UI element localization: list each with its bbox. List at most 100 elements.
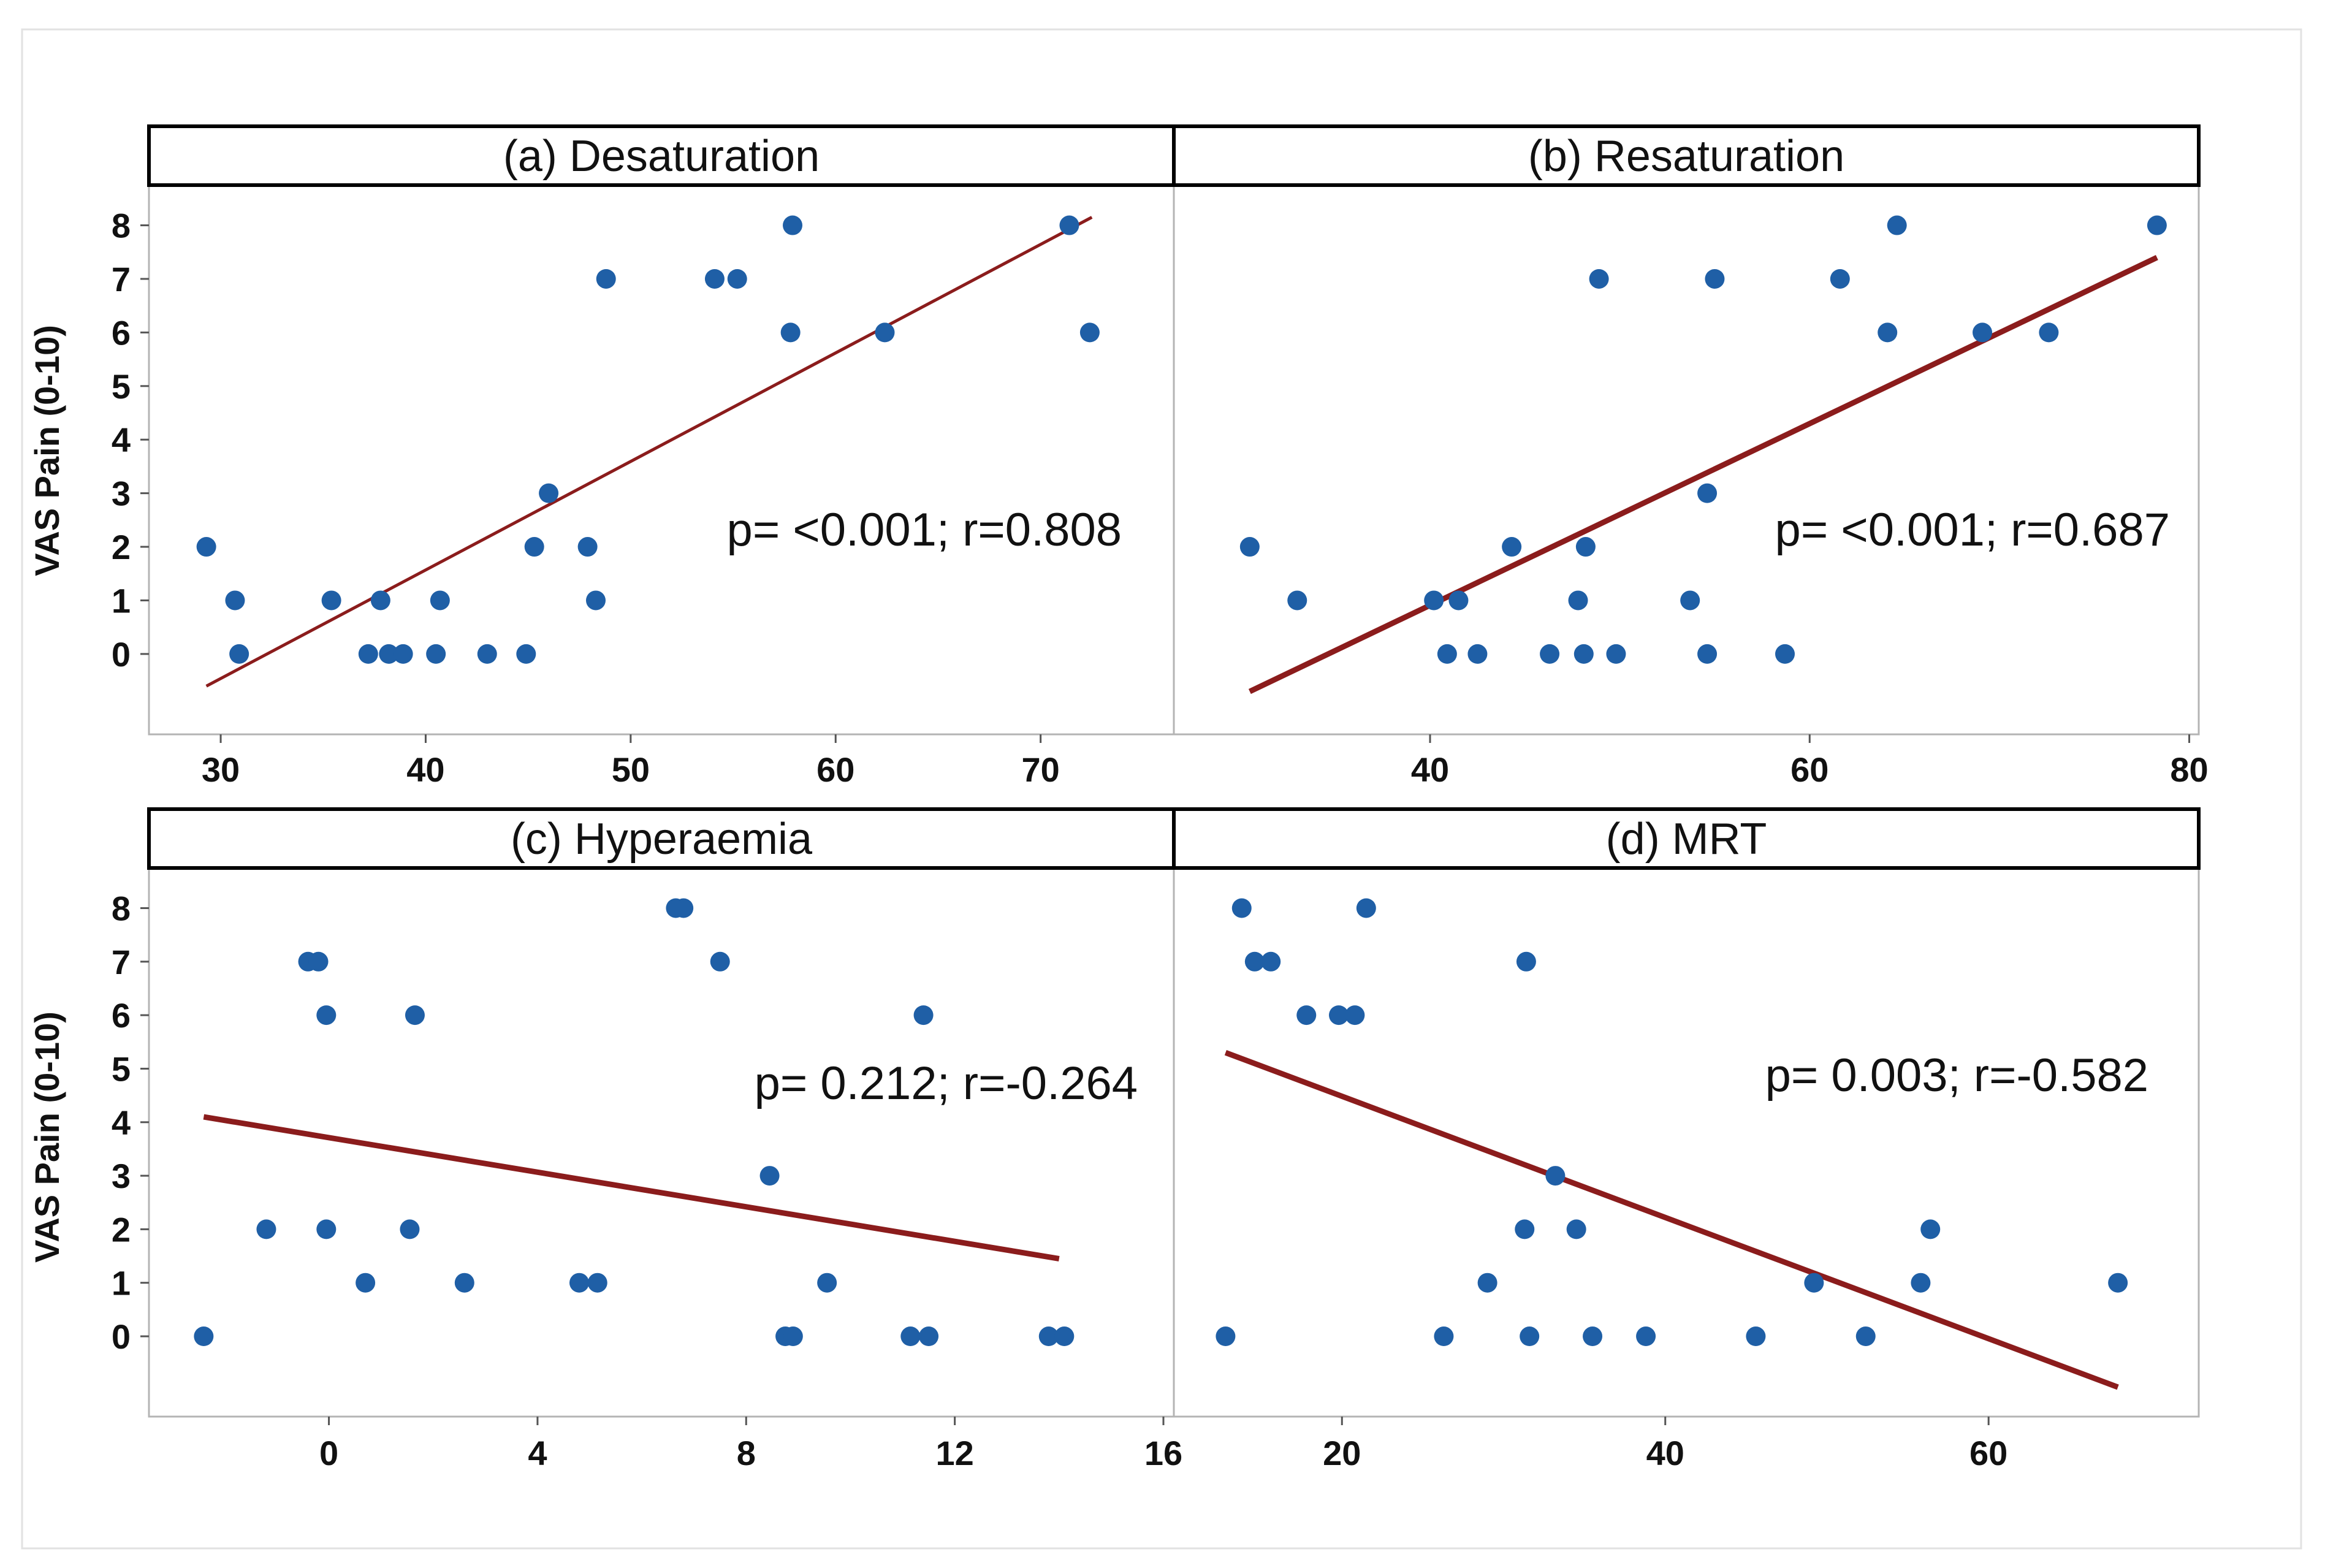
x-tick-label: 60 [1790,750,1828,789]
y-tick-label: 8 [112,207,131,245]
data-point [1697,644,1718,664]
panel-a: (a) Desaturation 0 1 2 3 4 5 6 7 8 30 40 50 60 70 VAS P… [28,124,1176,789]
data-point [2039,322,2059,343]
data-point [477,644,497,664]
data-point [370,590,390,611]
data-point [539,483,559,503]
x-tick-label: 40 [406,750,444,789]
data-point [1855,1326,1876,1347]
y-tick-label: 4 [112,1103,131,1142]
panel-title: (a) Desaturation [503,132,820,181]
data-point [1606,644,1626,664]
data-point [426,644,446,664]
data-point [1231,898,1252,918]
fit-line [1248,254,2158,695]
data-point [321,590,341,611]
data-point [1239,537,1260,557]
y-axis-label: VAS Pain (0-10) [28,325,66,576]
data-point [1520,1326,1540,1347]
data-point [596,268,616,289]
data-point [405,1005,425,1026]
data-point [587,1273,607,1293]
data-point [1830,268,1850,289]
y-axis-label: VAS Pain (0-10) [28,1011,66,1263]
data-point [585,590,606,611]
data-point [1296,1005,1317,1026]
data-point [1680,590,1700,611]
y-tick-label: 0 [112,1317,131,1356]
data-point [759,1166,780,1186]
data-point [780,322,801,343]
panel-title: (d) MRT [1606,815,1767,864]
data-point [1887,215,1907,235]
y-tick-label: 5 [112,1049,131,1088]
y-tick-label: 5 [112,367,131,406]
y-tick-label: 2 [112,1210,131,1249]
data-point [1697,483,1718,503]
data-point [2147,215,2167,235]
data-point [1356,898,1376,918]
data-point [516,644,536,664]
data-point [1575,537,1596,557]
data-point [913,1005,934,1026]
data-point [316,1005,337,1026]
data-point [430,590,450,611]
x-tick-label: 50 [612,750,650,789]
y-tick-label: 6 [112,996,131,1035]
plot-area [1173,867,2200,1418]
data-point [379,644,399,664]
data-point [1244,951,1265,972]
panel-d: (d) MRT 20 40 60 p= 0.003; r=-0.582 [1172,807,2201,1472]
data-point [900,1326,921,1347]
panel-title: (c) Hyperaemia [511,815,813,864]
stats-annotation: p= <0.001; r=0.808 [727,504,1122,556]
data-point [710,951,730,972]
data-point [577,537,598,557]
data-point [569,1273,589,1293]
data-point [1054,1326,1075,1347]
y-tick-label: 6 [112,313,131,352]
x-tick-label: 30 [202,750,240,789]
y-tick-label: 3 [112,1157,131,1195]
x-tick-label: 40 [1646,1434,1684,1472]
data-point [1545,1166,1566,1186]
data-point [674,898,694,918]
data-point [1345,1005,1365,1026]
data-point [1568,590,1588,611]
data-point [1636,1326,1656,1347]
data-point [704,268,725,289]
data-point [1059,215,1079,235]
data-point [1804,1273,1824,1293]
panel-title-box [1172,124,2201,187]
data-point [256,1219,276,1239]
data-point [1502,537,1522,557]
data-point [194,1326,214,1347]
panel-title-box [1172,807,2201,870]
data-point [454,1273,474,1293]
y-tick-label: 0 [112,635,131,674]
data-point [1516,951,1536,972]
stats-annotation: p= 0.003; r=-0.582 [1765,1049,2148,1102]
data-point [400,1219,420,1239]
data-point [1911,1273,1931,1293]
x-tick-label: 8 [737,1434,756,1472]
x-tick-label: 20 [1323,1434,1361,1472]
data-point [1705,268,1725,289]
y-tick-label: 2 [112,528,131,566]
data-point [783,1326,803,1347]
fit-line [203,1114,1060,1262]
data-point [1038,1326,1059,1347]
data-point [524,537,544,557]
x-tick-label: 60 [1969,1434,2007,1472]
data-point [1920,1219,1941,1239]
data-point [1434,1326,1454,1347]
panel-title-box [147,124,1176,187]
fit-line [1224,1050,2119,1390]
data-point [356,1273,376,1293]
data-point [1746,1326,1766,1347]
panel-title-box [147,807,1176,870]
data-point [1261,951,1281,972]
data-point [1573,644,1594,664]
data-point [1079,322,1100,343]
